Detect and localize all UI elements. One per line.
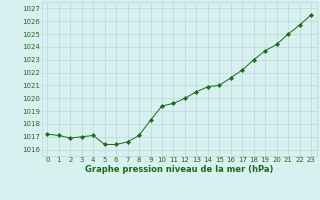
- X-axis label: Graphe pression niveau de la mer (hPa): Graphe pression niveau de la mer (hPa): [85, 165, 273, 174]
